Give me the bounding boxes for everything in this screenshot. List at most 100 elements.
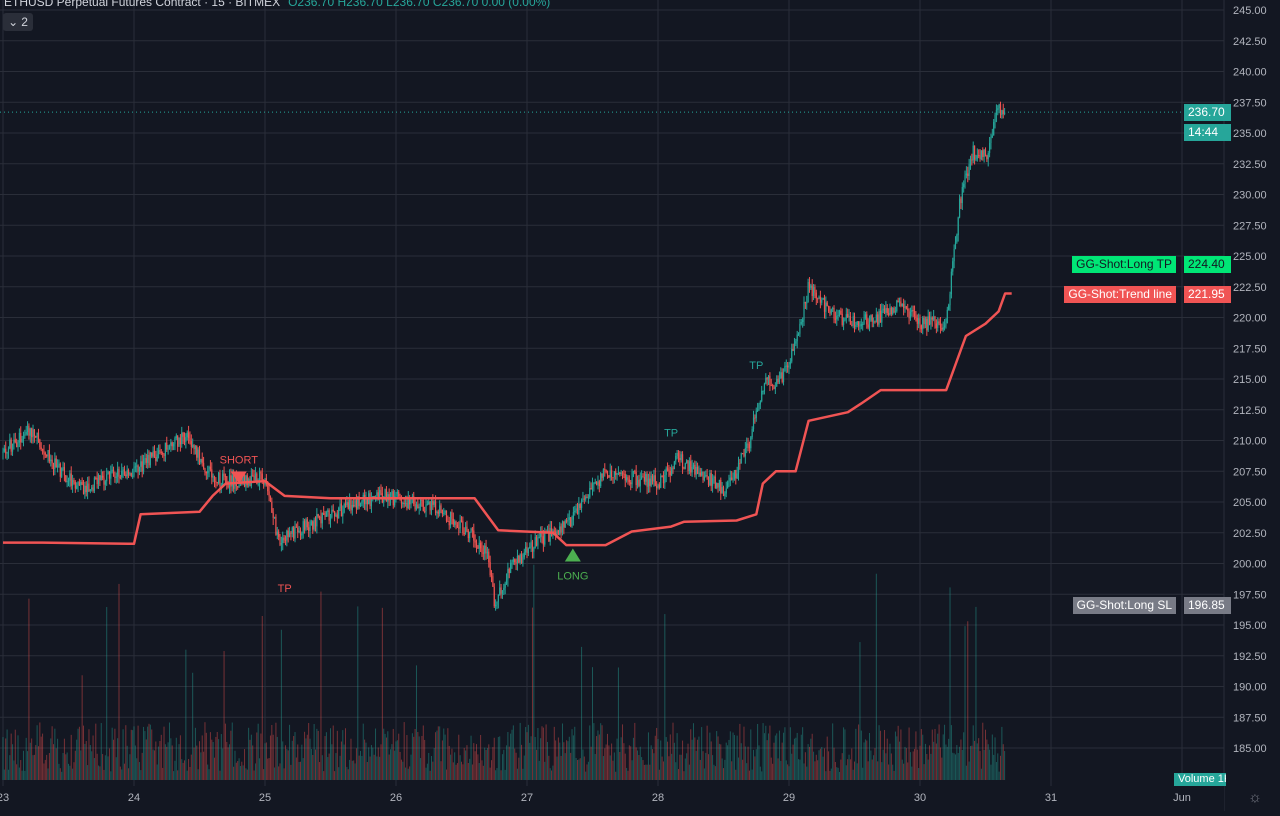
candle-body [527, 548, 529, 554]
volume-bar [55, 748, 57, 780]
volume-bar [949, 587, 951, 780]
candle-body [395, 493, 397, 497]
gear-icon[interactable]: ☼ [1248, 789, 1262, 806]
volume-bar [452, 762, 454, 780]
candle-body [913, 310, 916, 316]
volume-bar [476, 744, 478, 780]
candle-body [631, 472, 633, 485]
candle-body [747, 443, 749, 445]
collapse-indicators-button[interactable]: ⌄ 2 [3, 13, 33, 31]
volume-bar [765, 725, 767, 780]
candle-body [567, 519, 569, 522]
volume-bar [125, 725, 127, 780]
volume-bar [959, 746, 961, 780]
candle-body [10, 439, 12, 452]
volume-bar [639, 746, 641, 780]
candle-body [830, 309, 832, 314]
volume-bar [542, 727, 544, 780]
candle-body [611, 470, 613, 478]
volume-bar [904, 746, 906, 780]
volume-bar [345, 728, 347, 780]
candle-body [18, 432, 20, 443]
volume-bar [780, 760, 782, 780]
candle-body [164, 442, 166, 457]
volume-bar [272, 734, 274, 780]
volume-bar [51, 726, 53, 780]
volume-bar [403, 722, 405, 780]
candle-body [308, 527, 310, 531]
volume-bar [76, 739, 78, 780]
candle-body [66, 480, 68, 483]
volume-bar [748, 770, 750, 780]
candle-body [138, 466, 141, 472]
candle-body [32, 429, 34, 438]
volume-bar [25, 737, 27, 780]
volume-bar [632, 737, 634, 780]
volume-bar [971, 745, 973, 780]
volume-bar [592, 667, 593, 780]
volume-bar [792, 744, 794, 780]
candle-body [604, 468, 606, 470]
volume-bar [466, 745, 468, 780]
volume-bar [672, 722, 674, 780]
volume-bar [733, 735, 735, 780]
candle-body [793, 343, 796, 351]
candle-body [746, 443, 748, 448]
candle-body [140, 461, 142, 467]
volume-bar [657, 738, 659, 780]
volume-bar [252, 745, 254, 780]
volume-bar [855, 728, 857, 780]
candle-body [960, 198, 962, 204]
symbol-legend[interactable]: ETHUSD Perpetual Futures Contract · 15 ·… [4, 0, 550, 10]
candle-body [475, 542, 478, 546]
candle-body [811, 285, 813, 296]
volume-bar [742, 759, 744, 780]
candle-body [373, 496, 375, 498]
candle-body [666, 468, 669, 470]
volume-bar [798, 759, 800, 780]
candle-body [122, 469, 124, 471]
volume-bar [123, 763, 125, 780]
current-price-tag: 236.70 [1184, 104, 1231, 121]
volume-bar [536, 749, 538, 780]
candle-body [36, 432, 38, 438]
candle-body [370, 497, 373, 507]
volume-bar [834, 762, 836, 780]
time-axis-label: 26 [390, 792, 402, 804]
volume-bar [759, 766, 761, 780]
candle-body [503, 587, 505, 591]
volume-bar [960, 739, 962, 780]
candle-body [993, 122, 995, 136]
candle-body [691, 466, 693, 473]
axis-background [1224, 0, 1280, 811]
volume-bar [661, 756, 663, 780]
volume-bar [938, 724, 940, 780]
candle-body [310, 521, 312, 526]
candle-body [549, 528, 551, 542]
candle-body [342, 512, 344, 517]
volume-bar [506, 745, 508, 780]
volume-bar [171, 745, 173, 780]
candle-body [33, 429, 35, 437]
candle-body [327, 510, 329, 512]
price-axis-label: 227.50 [1233, 220, 1267, 232]
volume-bar [63, 738, 65, 780]
candle-body [867, 324, 869, 328]
time-axis-label: 24 [128, 792, 140, 804]
volume-bar [418, 736, 420, 780]
volume-bar [286, 749, 288, 780]
candle-body [314, 519, 317, 527]
candle-body [612, 477, 614, 479]
volume-bar [877, 761, 879, 780]
volume-bar [997, 753, 999, 780]
volume-bar [626, 767, 628, 780]
candle-body [160, 451, 162, 453]
volume-bar [795, 737, 797, 780]
candle-body [729, 477, 731, 481]
price-axis-label: 240.00 [1233, 67, 1267, 79]
candle-body [563, 521, 565, 528]
candle-body [11, 443, 14, 452]
volume-bar [768, 733, 770, 780]
